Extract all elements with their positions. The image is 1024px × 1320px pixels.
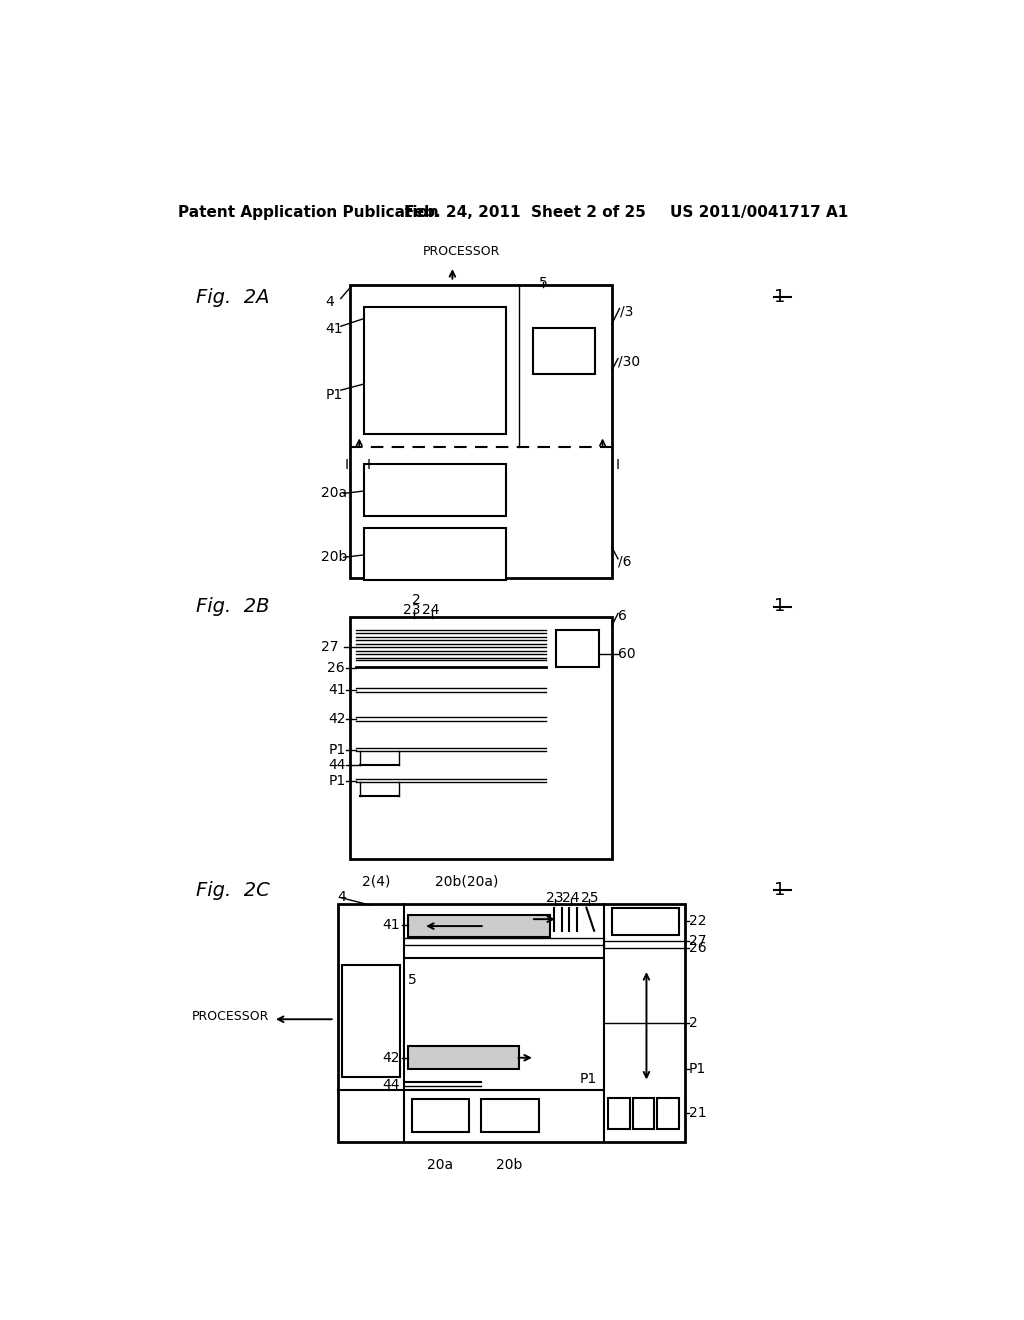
Bar xyxy=(611,908,679,935)
Text: P1: P1 xyxy=(326,388,343,401)
Text: 24: 24 xyxy=(562,891,580,906)
Text: 5: 5 xyxy=(408,973,417,987)
Text: 27: 27 xyxy=(689,933,707,948)
Bar xyxy=(339,904,685,1143)
Text: 5: 5 xyxy=(539,276,548,290)
Text: Fig.  2C: Fig. 2C xyxy=(196,880,269,900)
Text: PROCESSOR: PROCESSOR xyxy=(423,244,501,257)
Text: Patent Application Publication: Patent Application Publication xyxy=(178,205,439,219)
Text: P1: P1 xyxy=(329,743,346,756)
Bar xyxy=(350,285,611,578)
Text: Feb. 24, 2011  Sheet 2 of 25: Feb. 24, 2011 Sheet 2 of 25 xyxy=(403,205,646,219)
Text: P1: P1 xyxy=(689,1063,707,1076)
Text: 2(4): 2(4) xyxy=(361,875,390,888)
Text: 42: 42 xyxy=(383,1051,400,1065)
Text: 22: 22 xyxy=(689,913,707,928)
Text: 20b: 20b xyxy=(497,1158,522,1172)
Text: 20b: 20b xyxy=(321,550,347,564)
Text: 26: 26 xyxy=(689,941,707,954)
Text: 20a: 20a xyxy=(427,1158,454,1172)
Text: 26: 26 xyxy=(327,661,344,675)
Text: 2: 2 xyxy=(689,1016,697,1030)
Bar xyxy=(412,1100,469,1131)
Bar xyxy=(608,1098,630,1129)
Text: 44: 44 xyxy=(383,1077,400,1092)
Bar xyxy=(364,465,506,516)
Bar xyxy=(633,1098,654,1129)
Bar xyxy=(481,1100,539,1131)
Text: /30: /30 xyxy=(617,355,640,368)
Text: P1: P1 xyxy=(580,1072,596,1085)
Bar xyxy=(556,631,599,668)
Text: 4: 4 xyxy=(326,294,334,309)
Text: 6: 6 xyxy=(617,609,627,623)
Text: 27: 27 xyxy=(321,640,338,655)
Text: 23: 23 xyxy=(402,603,421,616)
Bar xyxy=(408,1047,519,1069)
Bar xyxy=(342,965,400,1077)
Text: PROCESSOR: PROCESSOR xyxy=(191,1010,269,1023)
Text: 2: 2 xyxy=(412,594,421,607)
Text: I: I xyxy=(367,458,371,473)
Text: Fig.  2A: Fig. 2A xyxy=(196,288,269,306)
Text: 1: 1 xyxy=(773,880,784,899)
Text: Fig.  2B: Fig. 2B xyxy=(196,598,269,616)
Text: P1: P1 xyxy=(329,774,346,788)
Bar xyxy=(364,528,506,581)
Text: 60: 60 xyxy=(617,647,636,660)
Text: 42: 42 xyxy=(329,711,346,726)
Text: 20a: 20a xyxy=(321,486,347,500)
Text: 4: 4 xyxy=(337,890,346,904)
Text: 25: 25 xyxy=(581,891,598,906)
Text: 24: 24 xyxy=(422,603,439,616)
Text: 41: 41 xyxy=(329,682,346,697)
Text: /3: /3 xyxy=(620,305,633,318)
Text: 1: 1 xyxy=(773,288,784,306)
Text: 1: 1 xyxy=(773,598,784,615)
Bar xyxy=(408,915,550,937)
Text: 41: 41 xyxy=(382,919,400,932)
Text: 21: 21 xyxy=(689,1106,707,1121)
Text: 41: 41 xyxy=(326,322,343,337)
Text: 44: 44 xyxy=(329,758,346,772)
Text: I: I xyxy=(616,458,620,473)
Bar xyxy=(364,308,506,434)
Bar xyxy=(534,327,595,374)
Text: I: I xyxy=(344,458,348,473)
Text: /6: /6 xyxy=(617,554,632,569)
Bar xyxy=(657,1098,679,1129)
Text: 20b(20a): 20b(20a) xyxy=(435,875,498,888)
Bar xyxy=(350,616,611,859)
Text: 23: 23 xyxy=(546,891,563,906)
Text: US 2011/0041717 A1: US 2011/0041717 A1 xyxy=(670,205,848,219)
